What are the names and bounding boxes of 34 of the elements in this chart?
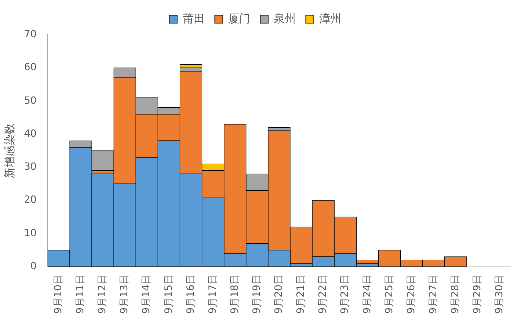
y-tick-label: 50 xyxy=(24,96,37,107)
legend-label: 厦门 xyxy=(228,12,250,26)
x-tick-label: 9月13日 xyxy=(120,274,131,314)
x-tick-label: 9月29日 xyxy=(472,274,484,314)
y-tick-label: 20 xyxy=(24,195,37,206)
y-axis-title: 新增感染数 xyxy=(3,123,16,178)
legend-label: 泉州 xyxy=(274,12,296,26)
x-tick-label: 9月27日 xyxy=(428,274,440,314)
x-tick-label: 9月25日 xyxy=(384,274,396,314)
x-tick-label: 9月16日 xyxy=(186,274,197,314)
x-tick-label: 9月19日 xyxy=(252,274,264,314)
x-tick-label: 9月17日 xyxy=(208,274,219,314)
y-tick-label: 10 xyxy=(24,228,37,240)
legend-label: 漳州 xyxy=(320,12,342,26)
x-tick-label: 9月30日 xyxy=(494,274,506,314)
y-tick-label: 30 xyxy=(24,162,37,174)
y-tick-label: 60 xyxy=(24,62,37,74)
x-tick-label: 9月24日 xyxy=(362,274,374,314)
legend-label: 莆田 xyxy=(183,12,205,26)
x-tick-label: 9月21日 xyxy=(296,274,308,314)
y-tick-label: 0 xyxy=(30,262,37,273)
y-tick-label: 40 xyxy=(24,128,37,140)
x-tick-label: 9月10日 xyxy=(54,274,65,314)
x-tick-label: 9月26日 xyxy=(406,274,418,314)
x-tick-label: 9月11日 xyxy=(76,274,87,314)
x-tick-label: 9月22日 xyxy=(318,274,330,314)
y-tick-label: 70 xyxy=(24,30,37,41)
x-tick-label: 9月20日 xyxy=(274,274,286,314)
x-tick-label: 9月23日 xyxy=(340,274,352,314)
x-tick-label: 9月14日 xyxy=(142,274,153,314)
x-tick-label: 9月28日 xyxy=(450,274,462,314)
x-tick-label: 9月15日 xyxy=(164,274,175,314)
x-tick-label: 9月18日 xyxy=(230,274,241,314)
x-tick-label: 9月12日 xyxy=(98,274,109,314)
